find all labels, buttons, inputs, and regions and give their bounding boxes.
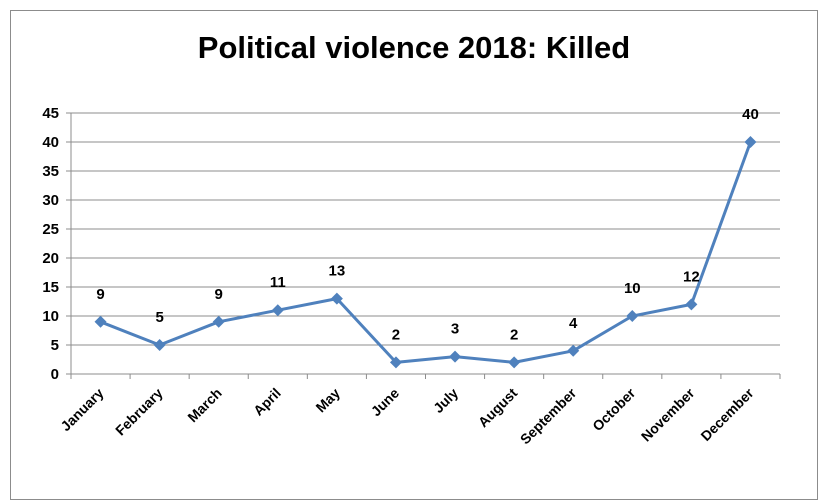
data-label: 3 bbox=[451, 321, 459, 338]
x-tick-label: March bbox=[184, 385, 224, 425]
x-tick-label: February bbox=[112, 385, 166, 439]
data-label: 11 bbox=[270, 274, 286, 291]
y-tick-label: 20 bbox=[42, 250, 59, 267]
x-tick-label: September bbox=[517, 384, 580, 447]
y-tick-label: 10 bbox=[42, 308, 59, 325]
data-point bbox=[389, 356, 402, 369]
data-label: 2 bbox=[392, 326, 400, 343]
data-point bbox=[330, 292, 343, 305]
data-point bbox=[94, 315, 107, 328]
chart-frame bbox=[10, 10, 818, 500]
x-tick-label: January bbox=[57, 385, 106, 434]
chart-title: Political violence 2018: Killed bbox=[197, 30, 631, 65]
x-tick-label: October bbox=[589, 384, 639, 434]
data-label: 10 bbox=[624, 280, 641, 297]
series-group bbox=[94, 136, 757, 369]
y-tick-label: 40 bbox=[42, 134, 59, 151]
y-tick-label: 0 bbox=[51, 366, 59, 383]
data-point bbox=[449, 350, 462, 363]
data-point bbox=[212, 315, 225, 328]
data-point bbox=[744, 136, 757, 148]
data-point bbox=[685, 298, 698, 311]
data-label: 9 bbox=[96, 286, 104, 303]
axes bbox=[70, 113, 780, 375]
data-point bbox=[626, 310, 639, 322]
data-label: 5 bbox=[155, 309, 163, 326]
y-tick-label: 15 bbox=[42, 279, 59, 296]
data-label: 40 bbox=[742, 106, 759, 123]
data-label: 4 bbox=[569, 315, 578, 332]
data-label: 9 bbox=[215, 286, 223, 303]
data-label: 12 bbox=[683, 268, 700, 285]
x-axis-ticks: January February March April May June July Augu… bbox=[57, 374, 781, 447]
x-tick-label: May bbox=[312, 385, 343, 416]
y-tick-label: 45 bbox=[42, 105, 59, 122]
x-tick-label: June bbox=[368, 385, 403, 420]
gridlines bbox=[71, 112, 780, 346]
y-tick-label: 25 bbox=[42, 221, 59, 238]
data-point bbox=[508, 356, 521, 369]
data-label: 13 bbox=[329, 263, 346, 280]
data-point bbox=[153, 339, 166, 351]
data-point bbox=[567, 344, 580, 357]
data-labels: 9 5 9 11 13 2 3 2 4 10 12 40 bbox=[96, 106, 758, 343]
y-axis-ticks: 0 5 10 15 20 25 30 35 40 45 bbox=[42, 105, 71, 383]
x-tick-label: April bbox=[250, 385, 284, 419]
series-line bbox=[99, 141, 752, 364]
y-tick-label: 30 bbox=[42, 192, 59, 209]
x-tick-label: July bbox=[430, 385, 461, 416]
data-label: 2 bbox=[510, 326, 518, 343]
x-tick-label: December bbox=[697, 384, 757, 444]
y-tick-label: 5 bbox=[51, 337, 59, 354]
x-tick-label: August bbox=[475, 385, 521, 431]
x-tick-label: November bbox=[638, 384, 698, 444]
y-tick-label: 35 bbox=[42, 163, 59, 180]
data-point bbox=[271, 304, 284, 317]
